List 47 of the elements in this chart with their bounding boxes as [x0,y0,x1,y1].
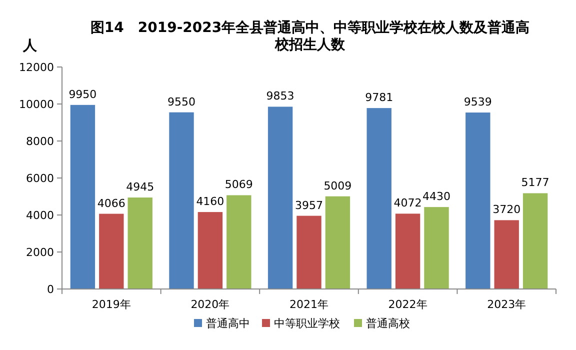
bar [128,198,152,289]
bar [424,207,449,289]
x-tick-label: 2021年 [290,298,328,311]
chart-title: 图14 2019-2023年全县普通高中、中等职业学校在校人数及普通高校招生人数 [90,20,530,54]
y-tick-label: 10000 [19,98,54,111]
data-label: 4160 [196,195,224,208]
y-tick-label: 0 [47,283,54,296]
x-tick-label: 2019年 [92,298,131,311]
bar [70,104,96,289]
data-label: 3957 [295,198,323,212]
bar [198,212,223,289]
x-tick-label: 2020年 [190,298,230,311]
bar [325,196,350,289]
data-label: 5069 [224,178,253,192]
x-tick-label: 2023年 [487,298,526,311]
data-label: 4945 [126,180,154,194]
y-tick-label: 6000 [26,172,54,185]
legend-label: 普通高中 [206,317,250,330]
data-label: 9781 [365,91,394,104]
legend-label: 中等职业学校 [274,317,340,330]
y-tick-label: 4000 [26,209,54,222]
data-label: 5009 [324,179,352,192]
bar [169,112,194,289]
data-label: 4066 [97,196,126,210]
bar [99,214,124,289]
data-label: 5177 [521,176,550,190]
data-label: 9853 [266,90,294,103]
data-label: 9539 [464,96,492,109]
x-tick-label: 2022年 [388,298,428,311]
bar [366,108,392,289]
y-axis-title: 人 [22,38,38,54]
bar [395,214,420,289]
bar [522,193,548,289]
data-label: 3720 [492,203,521,216]
bar [268,106,293,289]
data-label: 9550 [168,95,196,108]
y-tick-label: 2000 [26,246,54,259]
legend-label: 普通高校 [366,317,410,330]
y-tick-label: 8000 [26,135,54,148]
y-tick-label: 12000 [19,61,54,74]
bar [494,220,519,289]
bar [226,195,252,289]
data-label: 4430 [422,190,450,204]
data-label: 4072 [394,196,422,210]
bar [466,112,490,289]
data-label: 9950 [68,88,97,101]
bar [296,216,322,289]
